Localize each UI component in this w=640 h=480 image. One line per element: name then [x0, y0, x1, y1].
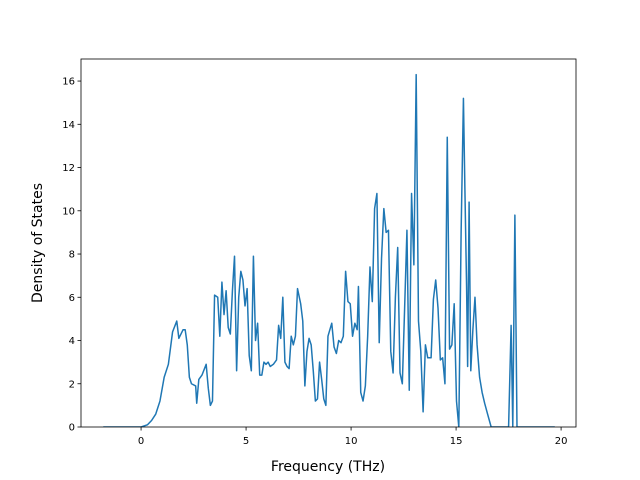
- y-tick-label: 2: [69, 379, 75, 390]
- y-tick-label: 10: [62, 206, 75, 217]
- y-tick-label: 8: [69, 250, 75, 261]
- y-tick-label: 12: [62, 163, 75, 174]
- y-axis-label: Density of States: [30, 183, 46, 303]
- x-tick-label: 5: [243, 436, 249, 447]
- line: [103, 73, 555, 427]
- x-tick-label: 15: [450, 436, 463, 447]
- y-tick-label: 14: [62, 120, 75, 131]
- y-tick-label: 16: [62, 77, 75, 88]
- y-tick-label: 0: [69, 423, 75, 434]
- plot-frame: [80, 58, 577, 428]
- y-tick-label: 4: [69, 336, 75, 347]
- y-tick-label: 6: [69, 293, 75, 304]
- x-tick-label: 20: [555, 436, 568, 447]
- x-tick-label: 0: [138, 436, 144, 447]
- x-tick-label: 10: [345, 436, 358, 447]
- x-axis-label: Frequency (THz): [271, 459, 385, 475]
